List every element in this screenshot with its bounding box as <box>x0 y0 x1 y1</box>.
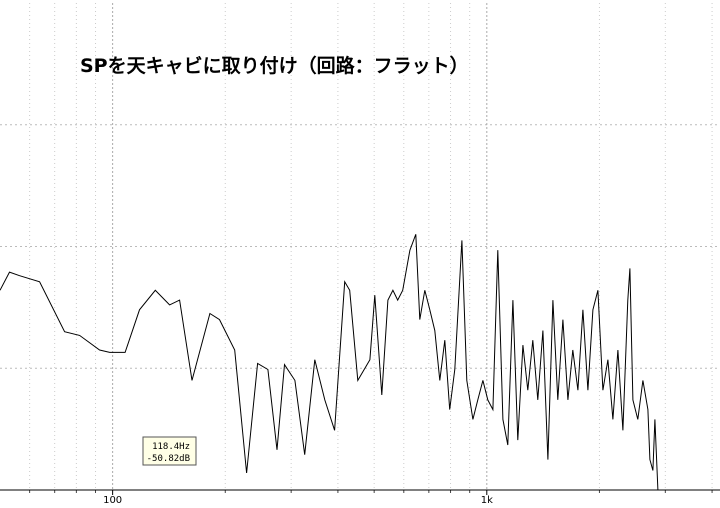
x-tick-label: 1k <box>481 495 493 506</box>
cursor-readout-box <box>142 436 197 466</box>
x-tick-label: 100 <box>103 495 122 506</box>
chart-title: SPを天キャビに取り付け（回路：フラット） <box>80 54 469 77</box>
cursor-frequency: 118.4Hz <box>152 442 190 452</box>
plot <box>0 234 659 491</box>
grid <box>0 3 720 495</box>
response-line <box>0 234 659 491</box>
cursor-level: -50.82dB <box>147 454 190 464</box>
